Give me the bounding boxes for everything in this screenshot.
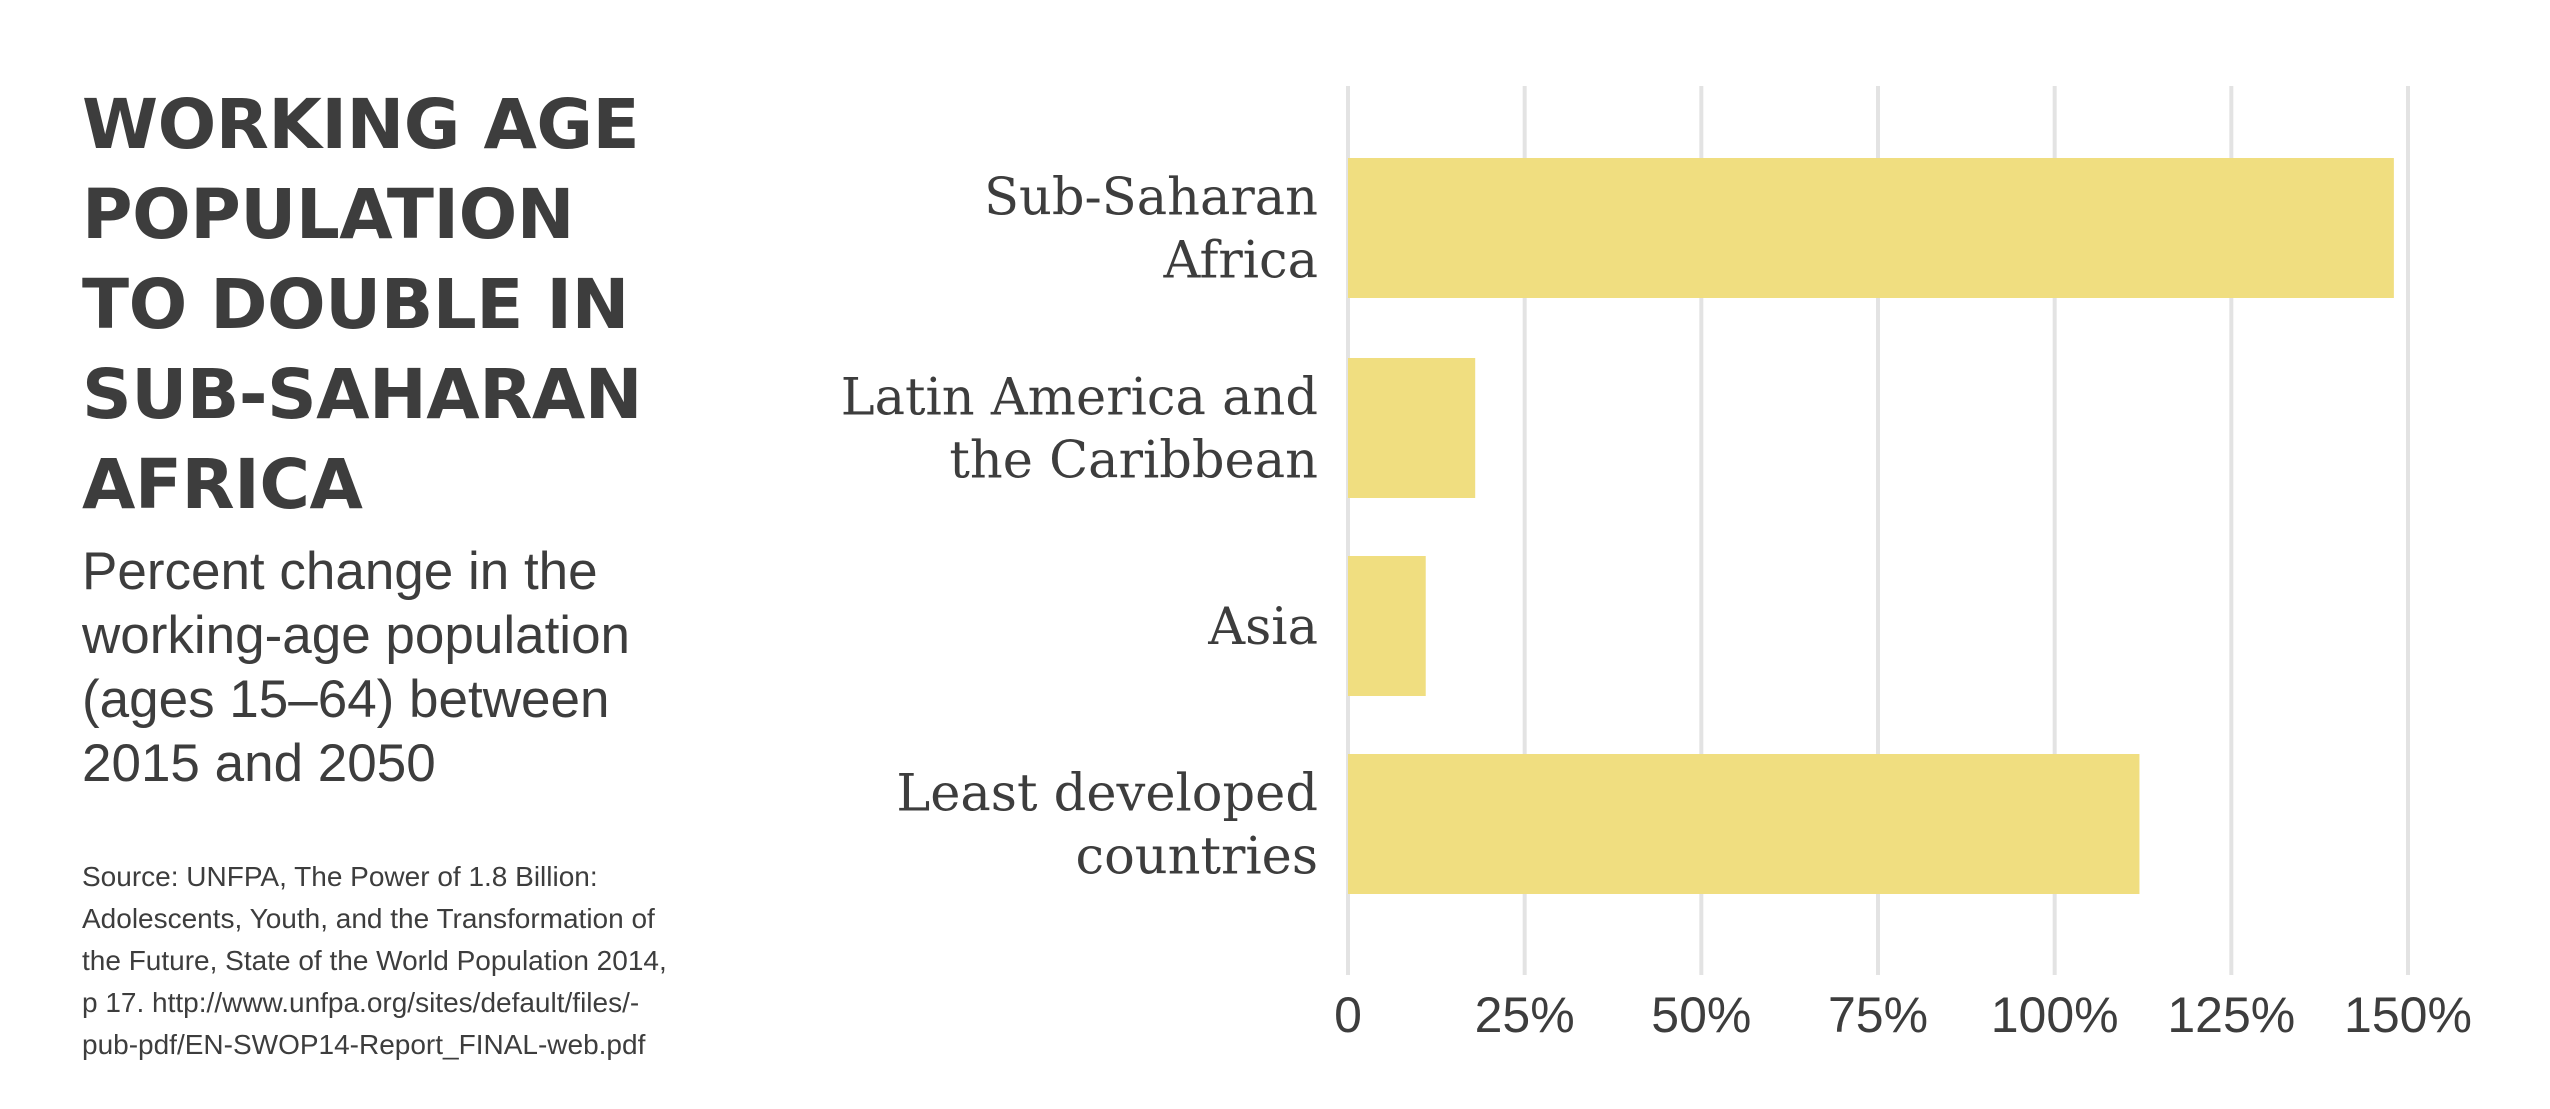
chart-title: WORKING AGE POPULATION TO DOUBLE IN SUB-…	[82, 85, 642, 525]
x-tick-label: 0	[1334, 987, 1362, 1043]
bar	[1348, 358, 1476, 498]
x-tick-label: 25%	[1475, 987, 1575, 1043]
category-label: Latin America and the Caribbean	[841, 369, 1318, 491]
chart-subtitle: Percent change in the working-age popula…	[82, 542, 631, 793]
x-tick-label: 150%	[2344, 987, 2472, 1043]
source-note: Source: UNFPA, The Power of 1.8 Billion:…	[82, 861, 667, 1060]
bar	[1348, 158, 2394, 298]
bar	[1348, 754, 2140, 894]
bar	[1348, 556, 1426, 696]
x-tick-label: 125%	[2167, 987, 2295, 1043]
category-label: Least developed countries	[896, 765, 1318, 887]
x-tick-label: 75%	[1828, 987, 1928, 1043]
text-panel: WORKING AGE POPULATION TO DOUBLE IN SUB-…	[82, 80, 732, 1066]
category-label: Sub-Saharan Africa	[984, 169, 1318, 291]
x-tick-label: 100%	[1991, 987, 2119, 1043]
category-label: Asia	[1207, 598, 1318, 657]
x-tick-label: 50%	[1651, 987, 1751, 1043]
